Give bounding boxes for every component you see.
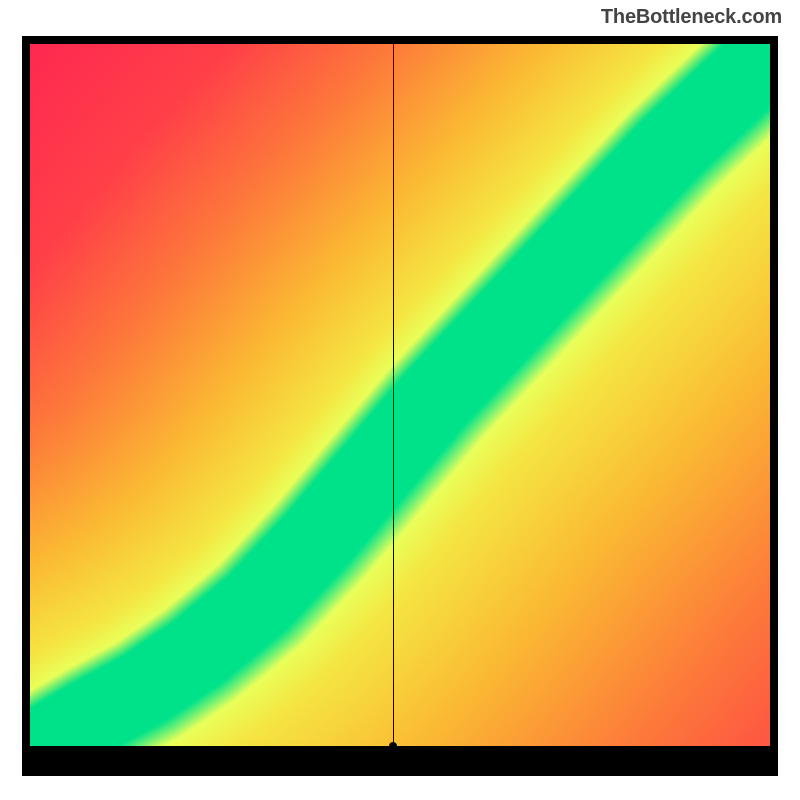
- crosshair-marker: [389, 742, 397, 750]
- heatmap-frame: [22, 36, 778, 776]
- attribution-text: TheBottleneck.com: [601, 6, 782, 29]
- crosshair-vertical: [393, 44, 394, 746]
- heatmap-inner: [30, 44, 770, 746]
- heatmap-canvas: [30, 44, 770, 746]
